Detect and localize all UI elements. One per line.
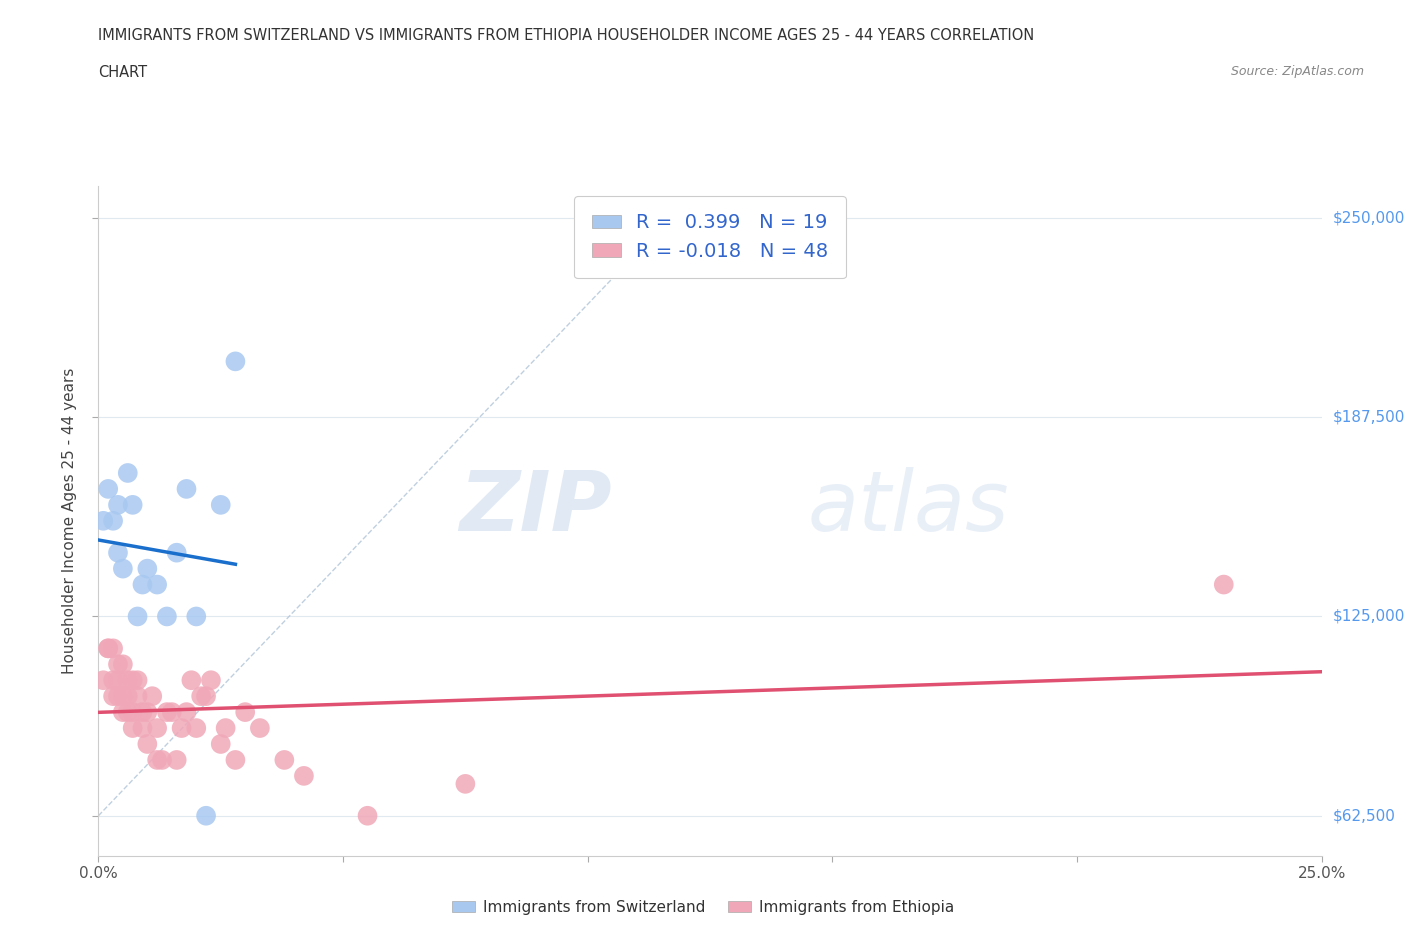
- Point: [131, 705, 153, 720]
- Text: atlas: atlas: [808, 467, 1010, 548]
- Point: [117, 689, 139, 704]
- Point: [97, 641, 120, 656]
- Point: [146, 578, 169, 592]
- Point: [273, 752, 295, 767]
- Point: [136, 737, 159, 751]
- Point: [150, 752, 173, 767]
- Point: [101, 672, 124, 687]
- Point: [209, 737, 232, 751]
- Point: [146, 752, 169, 767]
- Point: [454, 777, 477, 791]
- Text: CHART: CHART: [98, 65, 148, 80]
- Point: [195, 689, 218, 704]
- Y-axis label: Householder Income Ages 25 - 44 years: Householder Income Ages 25 - 44 years: [62, 367, 77, 674]
- Point: [146, 721, 169, 736]
- Point: [107, 545, 129, 560]
- Text: $62,500: $62,500: [1333, 808, 1396, 823]
- Text: ZIP: ZIP: [460, 467, 612, 548]
- Text: IMMIGRANTS FROM SWITZERLAND VS IMMIGRANTS FROM ETHIOPIA HOUSEHOLDER INCOME AGES : IMMIGRANTS FROM SWITZERLAND VS IMMIGRANT…: [98, 28, 1035, 43]
- Point: [195, 808, 218, 823]
- Point: [224, 354, 246, 369]
- Point: [117, 672, 139, 687]
- Point: [166, 545, 188, 560]
- Point: [186, 721, 208, 736]
- Point: [127, 609, 149, 624]
- Point: [101, 641, 124, 656]
- Point: [107, 689, 129, 704]
- Text: $125,000: $125,000: [1333, 609, 1405, 624]
- Point: [141, 689, 163, 704]
- Text: $187,500: $187,500: [1333, 410, 1405, 425]
- Point: [131, 721, 153, 736]
- Point: [180, 672, 202, 687]
- Point: [127, 672, 149, 687]
- Point: [170, 721, 193, 736]
- Point: [160, 705, 183, 720]
- Point: [107, 498, 129, 512]
- Point: [136, 561, 159, 576]
- Point: [156, 705, 179, 720]
- Point: [356, 808, 378, 823]
- Legend: R =  0.399   N = 19, R = -0.018   N = 48: R = 0.399 N = 19, R = -0.018 N = 48: [574, 195, 846, 278]
- Point: [224, 752, 246, 767]
- Point: [176, 705, 198, 720]
- Point: [111, 657, 134, 671]
- Point: [91, 513, 114, 528]
- Point: [111, 689, 134, 704]
- Point: [121, 672, 143, 687]
- Point: [101, 513, 124, 528]
- Point: [190, 689, 212, 704]
- Point: [111, 561, 134, 576]
- Text: $250,000: $250,000: [1333, 210, 1405, 225]
- Point: [121, 721, 143, 736]
- Legend: Immigrants from Switzerland, Immigrants from Ethiopia: Immigrants from Switzerland, Immigrants …: [444, 892, 962, 923]
- Point: [292, 768, 315, 783]
- Point: [117, 466, 139, 481]
- Point: [121, 498, 143, 512]
- Point: [200, 672, 222, 687]
- Point: [209, 498, 232, 512]
- Point: [156, 609, 179, 624]
- Point: [121, 705, 143, 720]
- Point: [101, 689, 124, 704]
- Point: [107, 657, 129, 671]
- Point: [107, 672, 129, 687]
- Point: [127, 689, 149, 704]
- Point: [249, 721, 271, 736]
- Point: [97, 482, 120, 497]
- Point: [131, 578, 153, 592]
- Point: [176, 482, 198, 497]
- Point: [214, 721, 236, 736]
- Point: [1212, 578, 1234, 592]
- Point: [186, 609, 208, 624]
- Point: [97, 641, 120, 656]
- Point: [136, 705, 159, 720]
- Point: [166, 752, 188, 767]
- Point: [117, 705, 139, 720]
- Point: [233, 705, 256, 720]
- Text: Source: ZipAtlas.com: Source: ZipAtlas.com: [1230, 65, 1364, 78]
- Point: [91, 672, 114, 687]
- Point: [111, 705, 134, 720]
